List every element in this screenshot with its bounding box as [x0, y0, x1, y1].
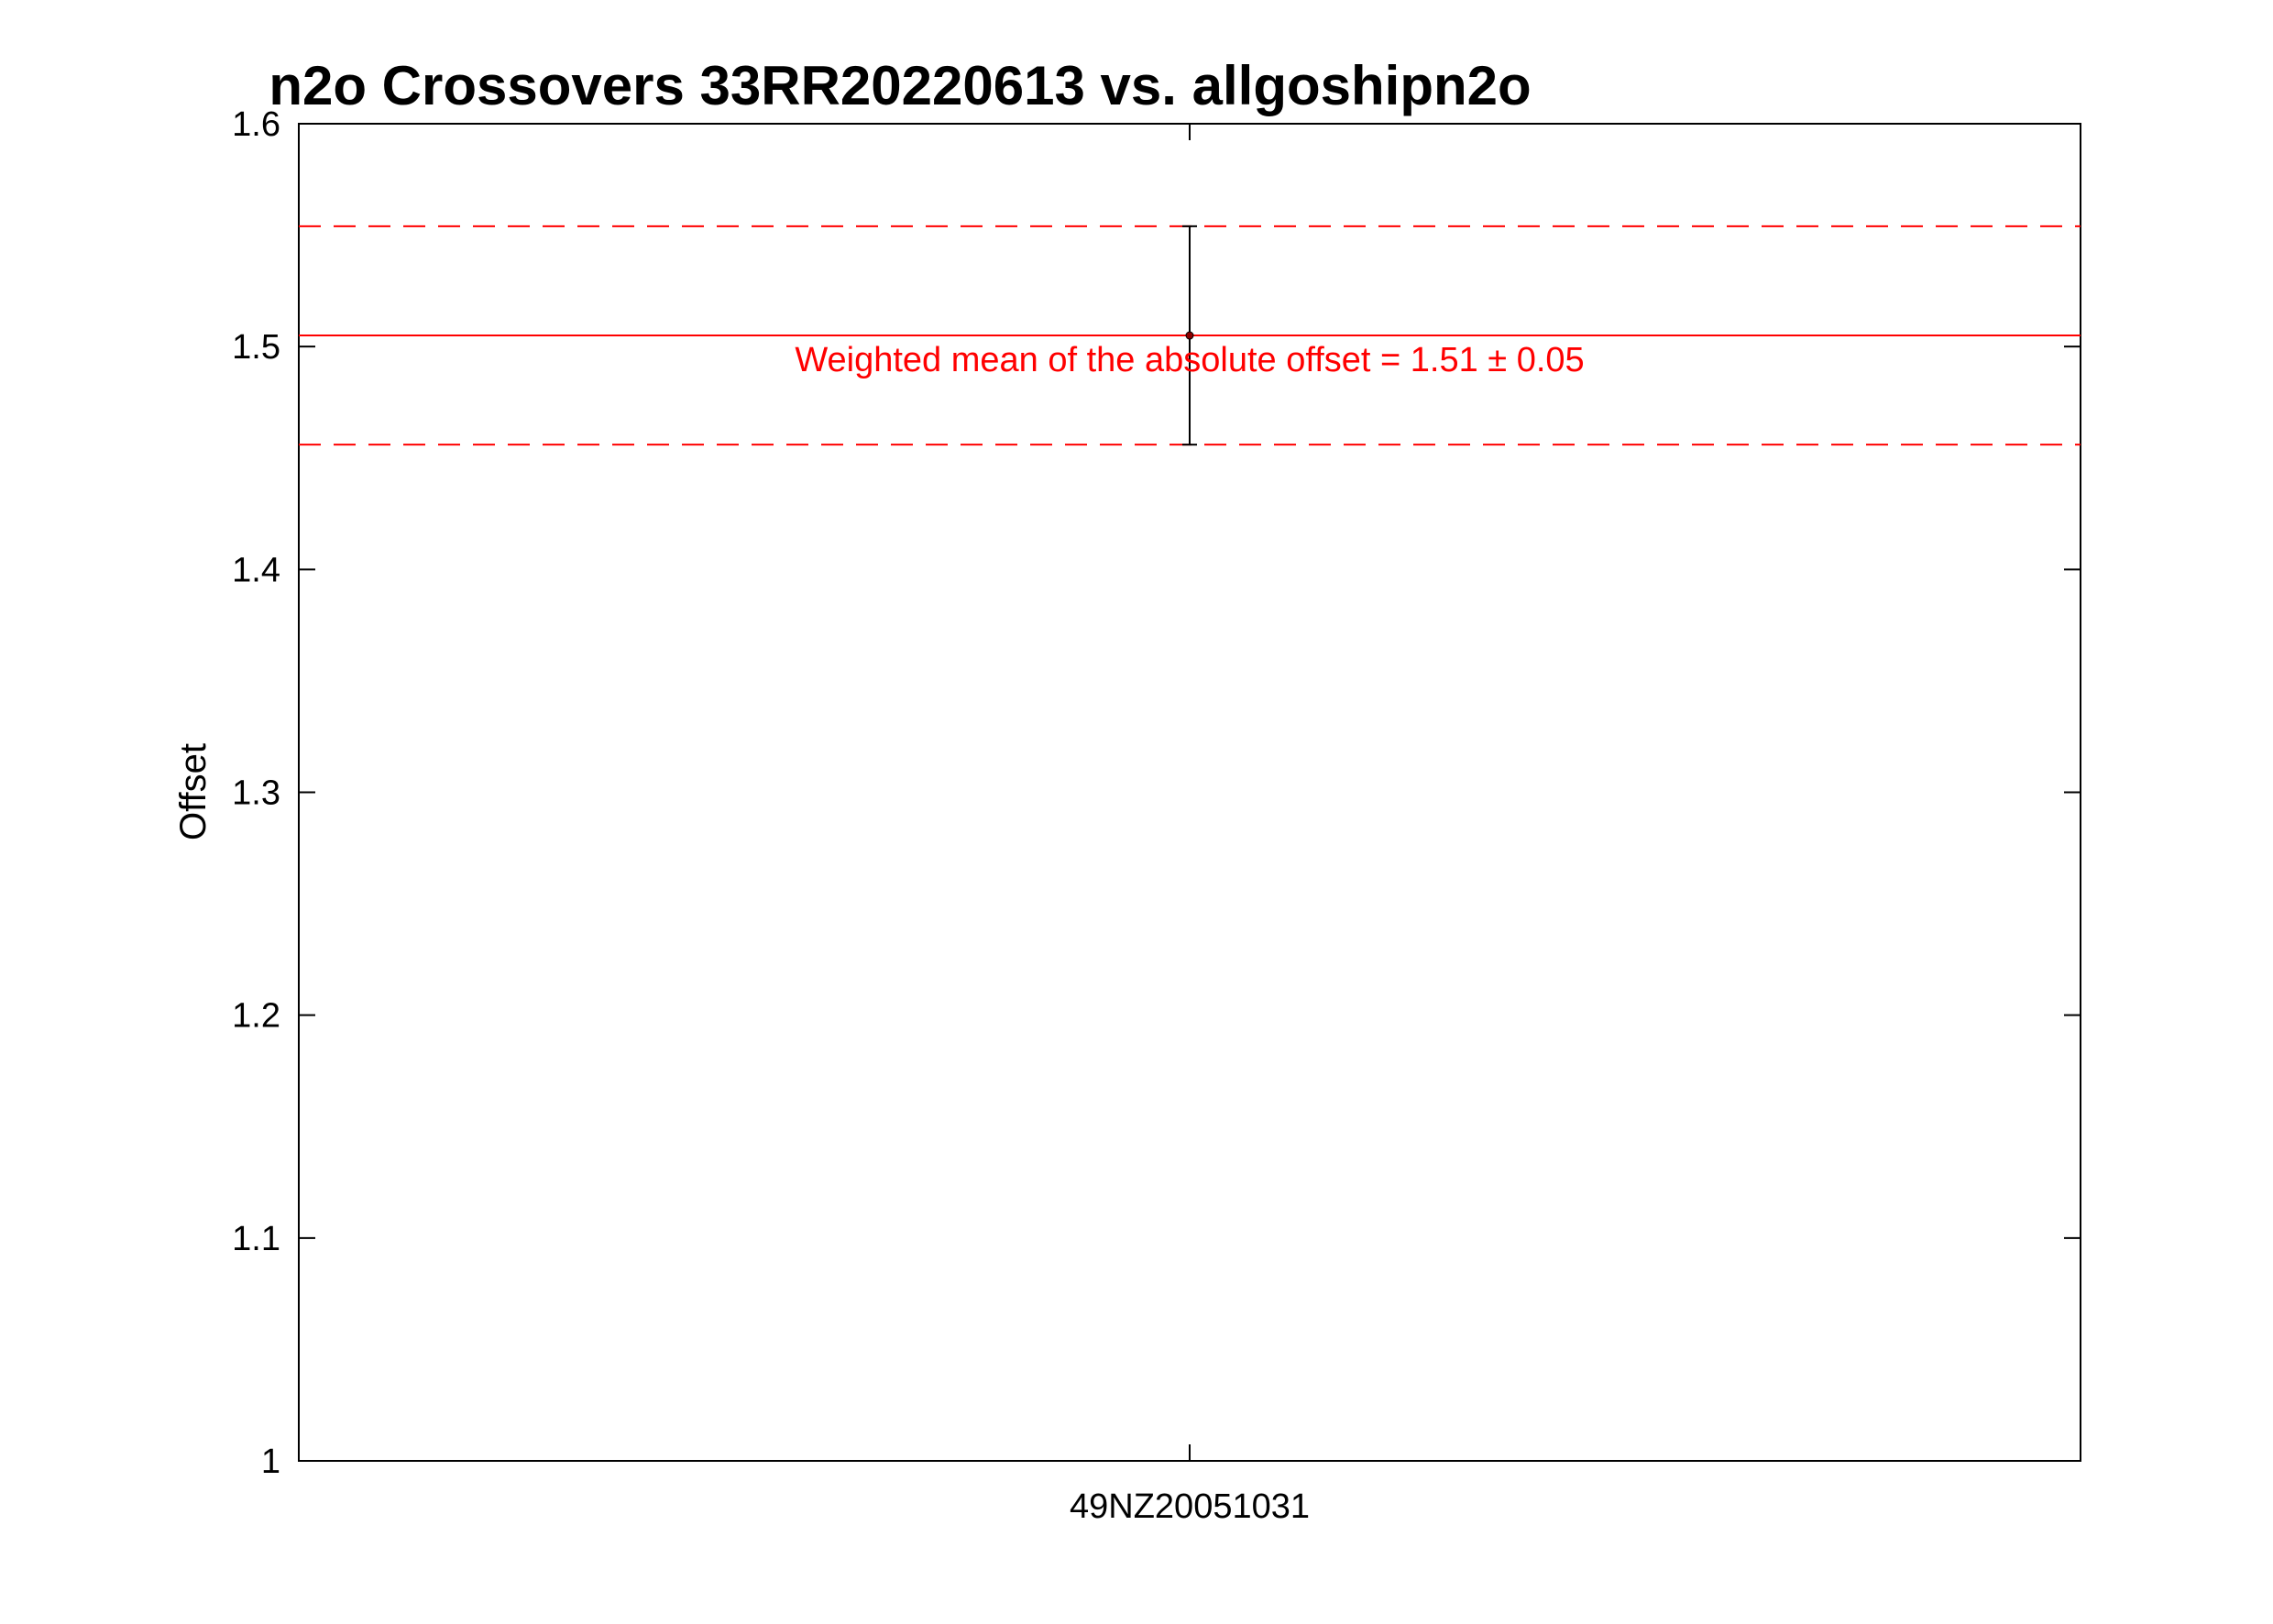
- y-tick-label: 1.4: [232, 551, 280, 589]
- y-tick-label: 1.3: [232, 774, 280, 813]
- y-tick-label: 1.6: [232, 105, 280, 144]
- plot-area: 1 1.1 1.2 1.3 1.4 1.5 1.6 49NZ20051031: [232, 105, 2081, 1526]
- y-axis-label: Offset: [173, 743, 214, 840]
- y-tick-label: 1.2: [232, 997, 280, 1036]
- y-tick-label: 1.1: [232, 1220, 280, 1258]
- mean-annotation: Weighted mean of the absolute offset = 1…: [795, 341, 1584, 379]
- y-tick-label: 1.5: [232, 328, 280, 367]
- chart-title: n2o Crossovers 33RR20220613 vs. allgoshi…: [269, 55, 1531, 116]
- x-tick-label: 49NZ20051031: [1070, 1487, 1310, 1526]
- data-point: [1185, 331, 1194, 340]
- y-tick-label: 1: [261, 1443, 280, 1481]
